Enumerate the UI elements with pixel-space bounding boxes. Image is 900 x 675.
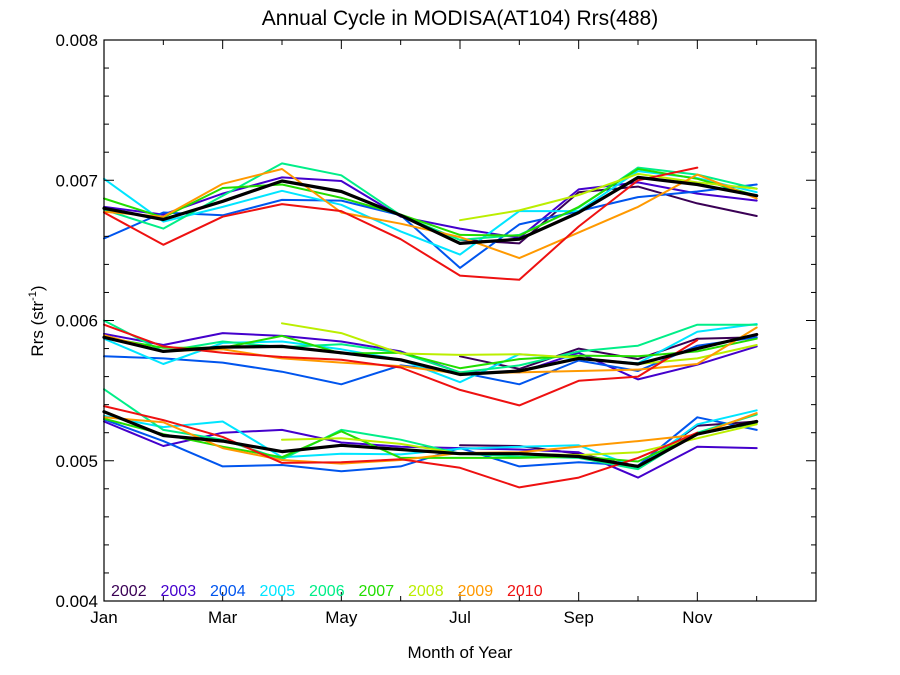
x-tick-label: Mar — [208, 608, 238, 627]
x-tick-label: Nov — [682, 608, 713, 627]
series-line-2003-1 — [103, 176, 758, 239]
series-line-2005-1 — [103, 170, 758, 256]
series-line-mean-1 — [102, 175, 759, 245]
y-axis-label-superscript: -1 — [27, 291, 39, 301]
legend-item-2004: 2004 — [210, 583, 246, 600]
series-line-2002-1 — [459, 185, 758, 245]
series-line-2006-3 — [103, 388, 758, 471]
series-line-2010-3 — [103, 405, 699, 489]
y-axis-label: Rrs (str-1) — [27, 285, 47, 356]
x-tick-label: May — [325, 608, 358, 627]
axes: Jan Mar May Jul Sep Nov 0.004 0.005 0.006 0.007 0.… — [55, 31, 817, 627]
series-line-2009-1 — [103, 168, 758, 260]
series-line-mean-2 — [102, 332, 759, 377]
y-axis-label-close: ) — [28, 285, 47, 291]
x-axis-label: Month of Year — [408, 643, 513, 662]
y-tick-label: 0.005 — [55, 452, 98, 471]
legend-item-2008: 2008 — [408, 583, 444, 600]
x-tick-label: Jul — [449, 608, 471, 627]
series-line-2003-2 — [103, 332, 758, 381]
series-line-2010-1 — [103, 166, 699, 281]
y-tick-label: 0.008 — [55, 31, 98, 50]
series-lines — [102, 162, 759, 489]
y-tick-label: 0.006 — [55, 312, 98, 331]
x-tick-label: Sep — [564, 608, 594, 627]
y-axis-label-base: Rrs (str — [28, 301, 47, 357]
series-line-2004-2 — [103, 336, 758, 386]
series-line-2004-1 — [103, 183, 758, 269]
legend-item-2005: 2005 — [260, 583, 296, 600]
series-line-2008-1 — [459, 172, 758, 222]
series-line-2010-2 — [103, 323, 699, 407]
legend-item-2003: 2003 — [161, 583, 197, 600]
series-line-2002-2 — [459, 336, 758, 370]
legend-item-2007: 2007 — [359, 583, 395, 600]
series-line-2008-2 — [281, 322, 758, 365]
y-tick-label: 0.007 — [55, 171, 98, 190]
legend: 2002 2003 2004 2005 2006 2007 2008 2009 2010 — [111, 583, 543, 600]
series-line-2006-2 — [103, 319, 758, 374]
legend-item-2010: 2010 — [507, 583, 543, 600]
legend-item-2009: 2009 — [458, 583, 494, 600]
y-tick-label: 0.004 — [55, 592, 98, 611]
legend-item-2002: 2002 — [111, 583, 147, 600]
x-tick-label: Jan — [90, 608, 117, 627]
series-line-mean-3 — [102, 410, 759, 468]
series-line-2007-1 — [103, 168, 758, 237]
chart-title: Annual Cycle in MODISA(AT104) Rrs(488) — [262, 7, 658, 30]
plot-frame — [103, 39, 817, 602]
legend-item-2006: 2006 — [309, 583, 345, 600]
